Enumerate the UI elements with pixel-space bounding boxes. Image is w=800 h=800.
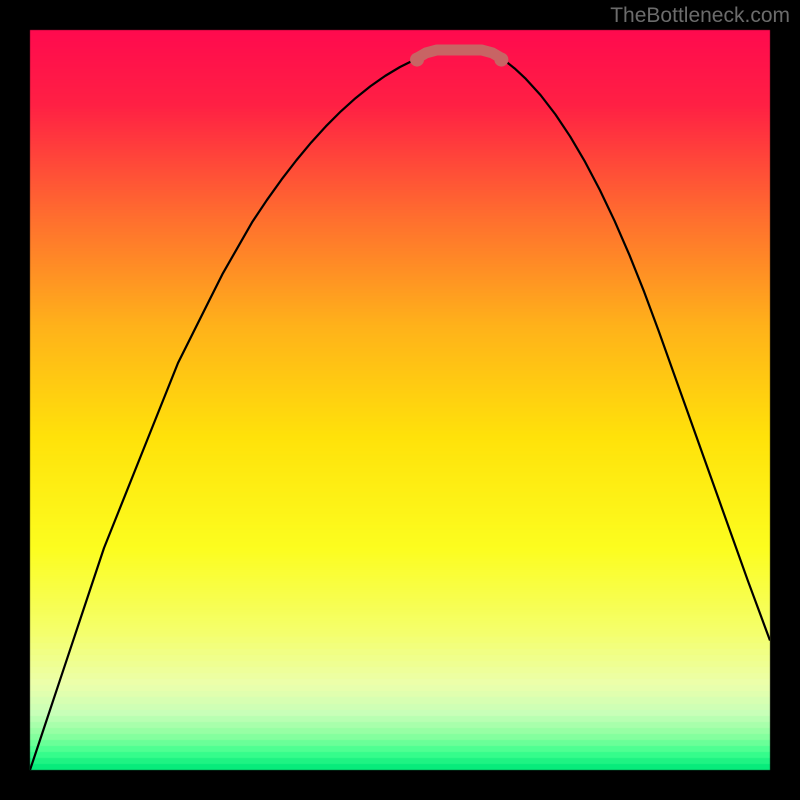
watermark-text: TheBottleneck.com [610,4,790,28]
bottleneck-curve [30,51,770,770]
optimal-range-highlight [417,50,501,58]
highlight-end-dot-right [494,53,508,67]
chart-stage: TheBottleneck.com [0,0,800,800]
chart-overlay [0,0,800,800]
highlight-end-dot-left [410,53,424,67]
